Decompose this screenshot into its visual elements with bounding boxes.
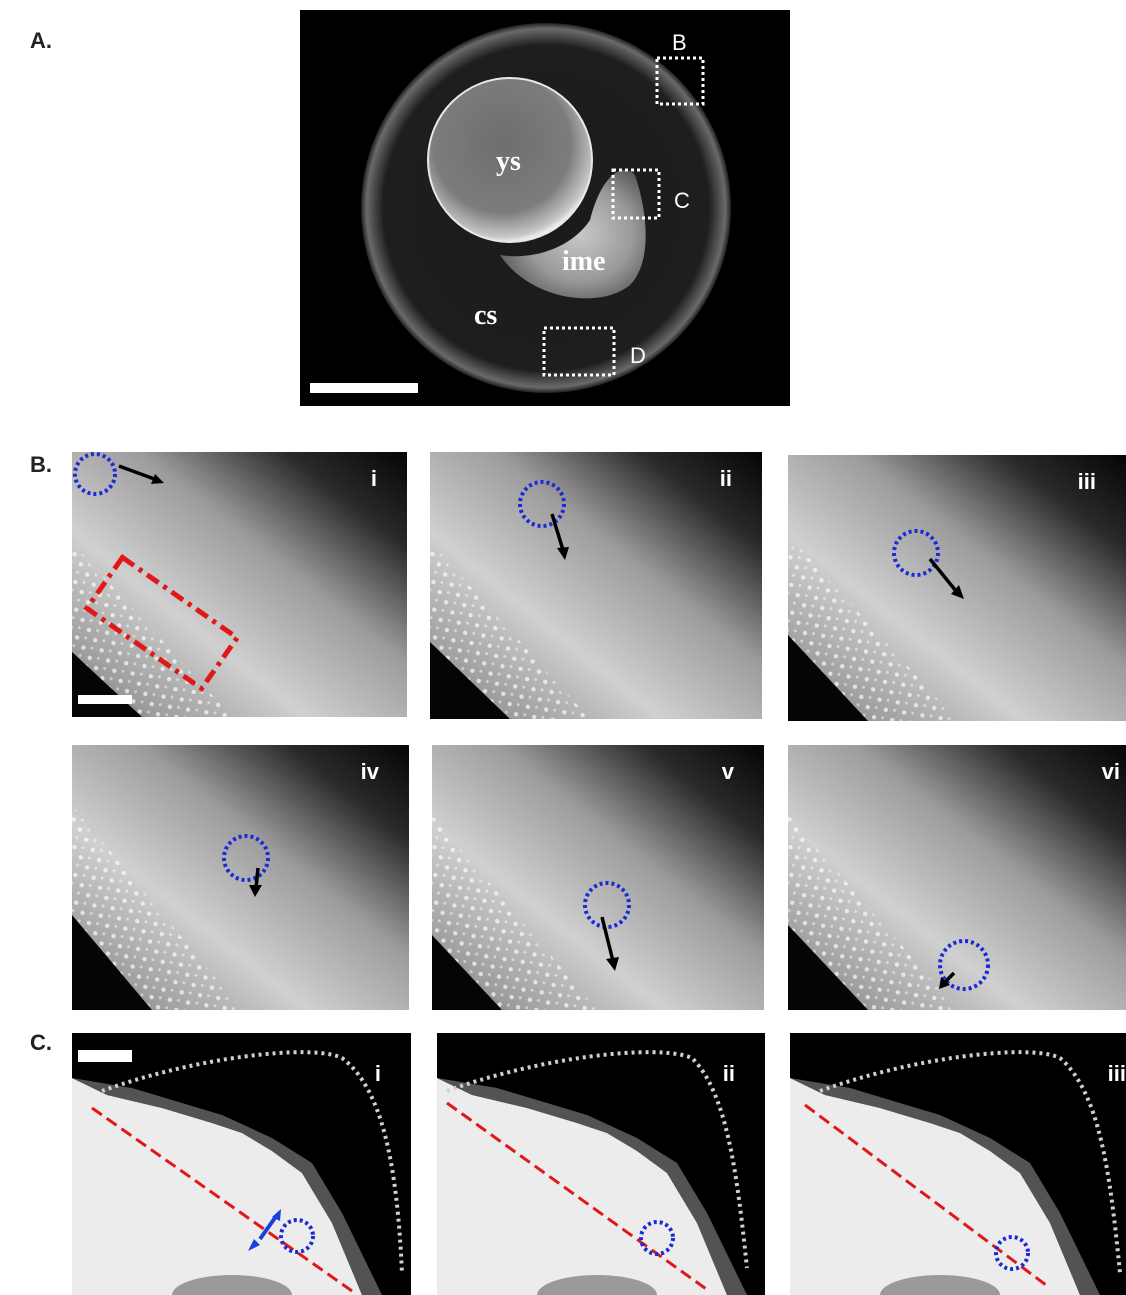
tracking-circle — [583, 881, 631, 929]
tracking-circle — [518, 480, 566, 528]
tracking-circle — [639, 1220, 675, 1256]
panel-a-label: A. — [30, 28, 52, 53]
motion-arrow — [254, 867, 260, 889]
outline-dots — [819, 1050, 1122, 1274]
panel-c-frame-1: i — [72, 1033, 411, 1295]
boundary-line — [804, 1103, 1051, 1290]
panel-b-frame-1: i — [72, 452, 407, 717]
panel-b-frame-6: vi — [788, 745, 1126, 1010]
scale-bar — [78, 1050, 132, 1062]
frame-label: v — [721, 759, 734, 784]
box-c — [611, 168, 661, 220]
scale-bar — [310, 383, 418, 393]
label-ime: ime — [562, 246, 606, 277]
panel-a-image: ys ime cs B C D — [300, 10, 790, 406]
label-box-d: D — [630, 343, 646, 368]
panel-b-frame-2: ii — [430, 452, 762, 719]
tracking-circle — [222, 834, 270, 882]
yolk-sac — [427, 77, 593, 243]
frame-label: iii — [1107, 1061, 1126, 1086]
panel-b-frame-5: v — [432, 745, 764, 1010]
tracking-circle — [892, 529, 940, 577]
box-d — [542, 326, 616, 377]
scale-bar — [78, 695, 132, 704]
embryo-micrograph — [310, 23, 731, 393]
frame-label: i — [374, 1061, 381, 1086]
label-box-c: C — [674, 188, 690, 213]
motion-arrow — [550, 513, 565, 551]
frame-label: ii — [722, 1061, 735, 1086]
tracking-circle — [73, 452, 117, 496]
panel-c-frame-2: ii — [437, 1033, 765, 1295]
frame-label: iv — [360, 759, 379, 784]
frame-label: i — [370, 466, 377, 491]
tracking-circle — [279, 1218, 315, 1254]
motion-arrow — [928, 557, 958, 593]
frame-label: ii — [719, 466, 732, 491]
box-b — [655, 56, 705, 106]
blue-arrow — [258, 1213, 279, 1241]
panel-b-frame-4: iv — [72, 745, 409, 1010]
motion-arrow — [600, 916, 615, 962]
bright-tissue — [72, 1078, 362, 1295]
frame-label: iii — [1077, 469, 1096, 494]
label-box-b: B — [672, 30, 687, 55]
panel-b-label: B. — [30, 452, 52, 477]
tracking-circle — [994, 1235, 1030, 1271]
label-ys: ys — [496, 146, 521, 177]
label-cs: cs — [474, 300, 498, 331]
tracking-circle — [938, 939, 990, 991]
panel-c-frame-3: iii — [790, 1033, 1126, 1295]
motion-arrow — [118, 464, 158, 482]
cell-mass — [500, 170, 646, 299]
panel-c-label: C. — [30, 1030, 52, 1055]
outline-dots — [101, 1050, 404, 1274]
region-box — [83, 553, 241, 693]
outline-dots — [446, 1050, 749, 1269]
panel-b-frame-3: iii — [788, 455, 1126, 721]
frame-label: vi — [1101, 759, 1120, 784]
